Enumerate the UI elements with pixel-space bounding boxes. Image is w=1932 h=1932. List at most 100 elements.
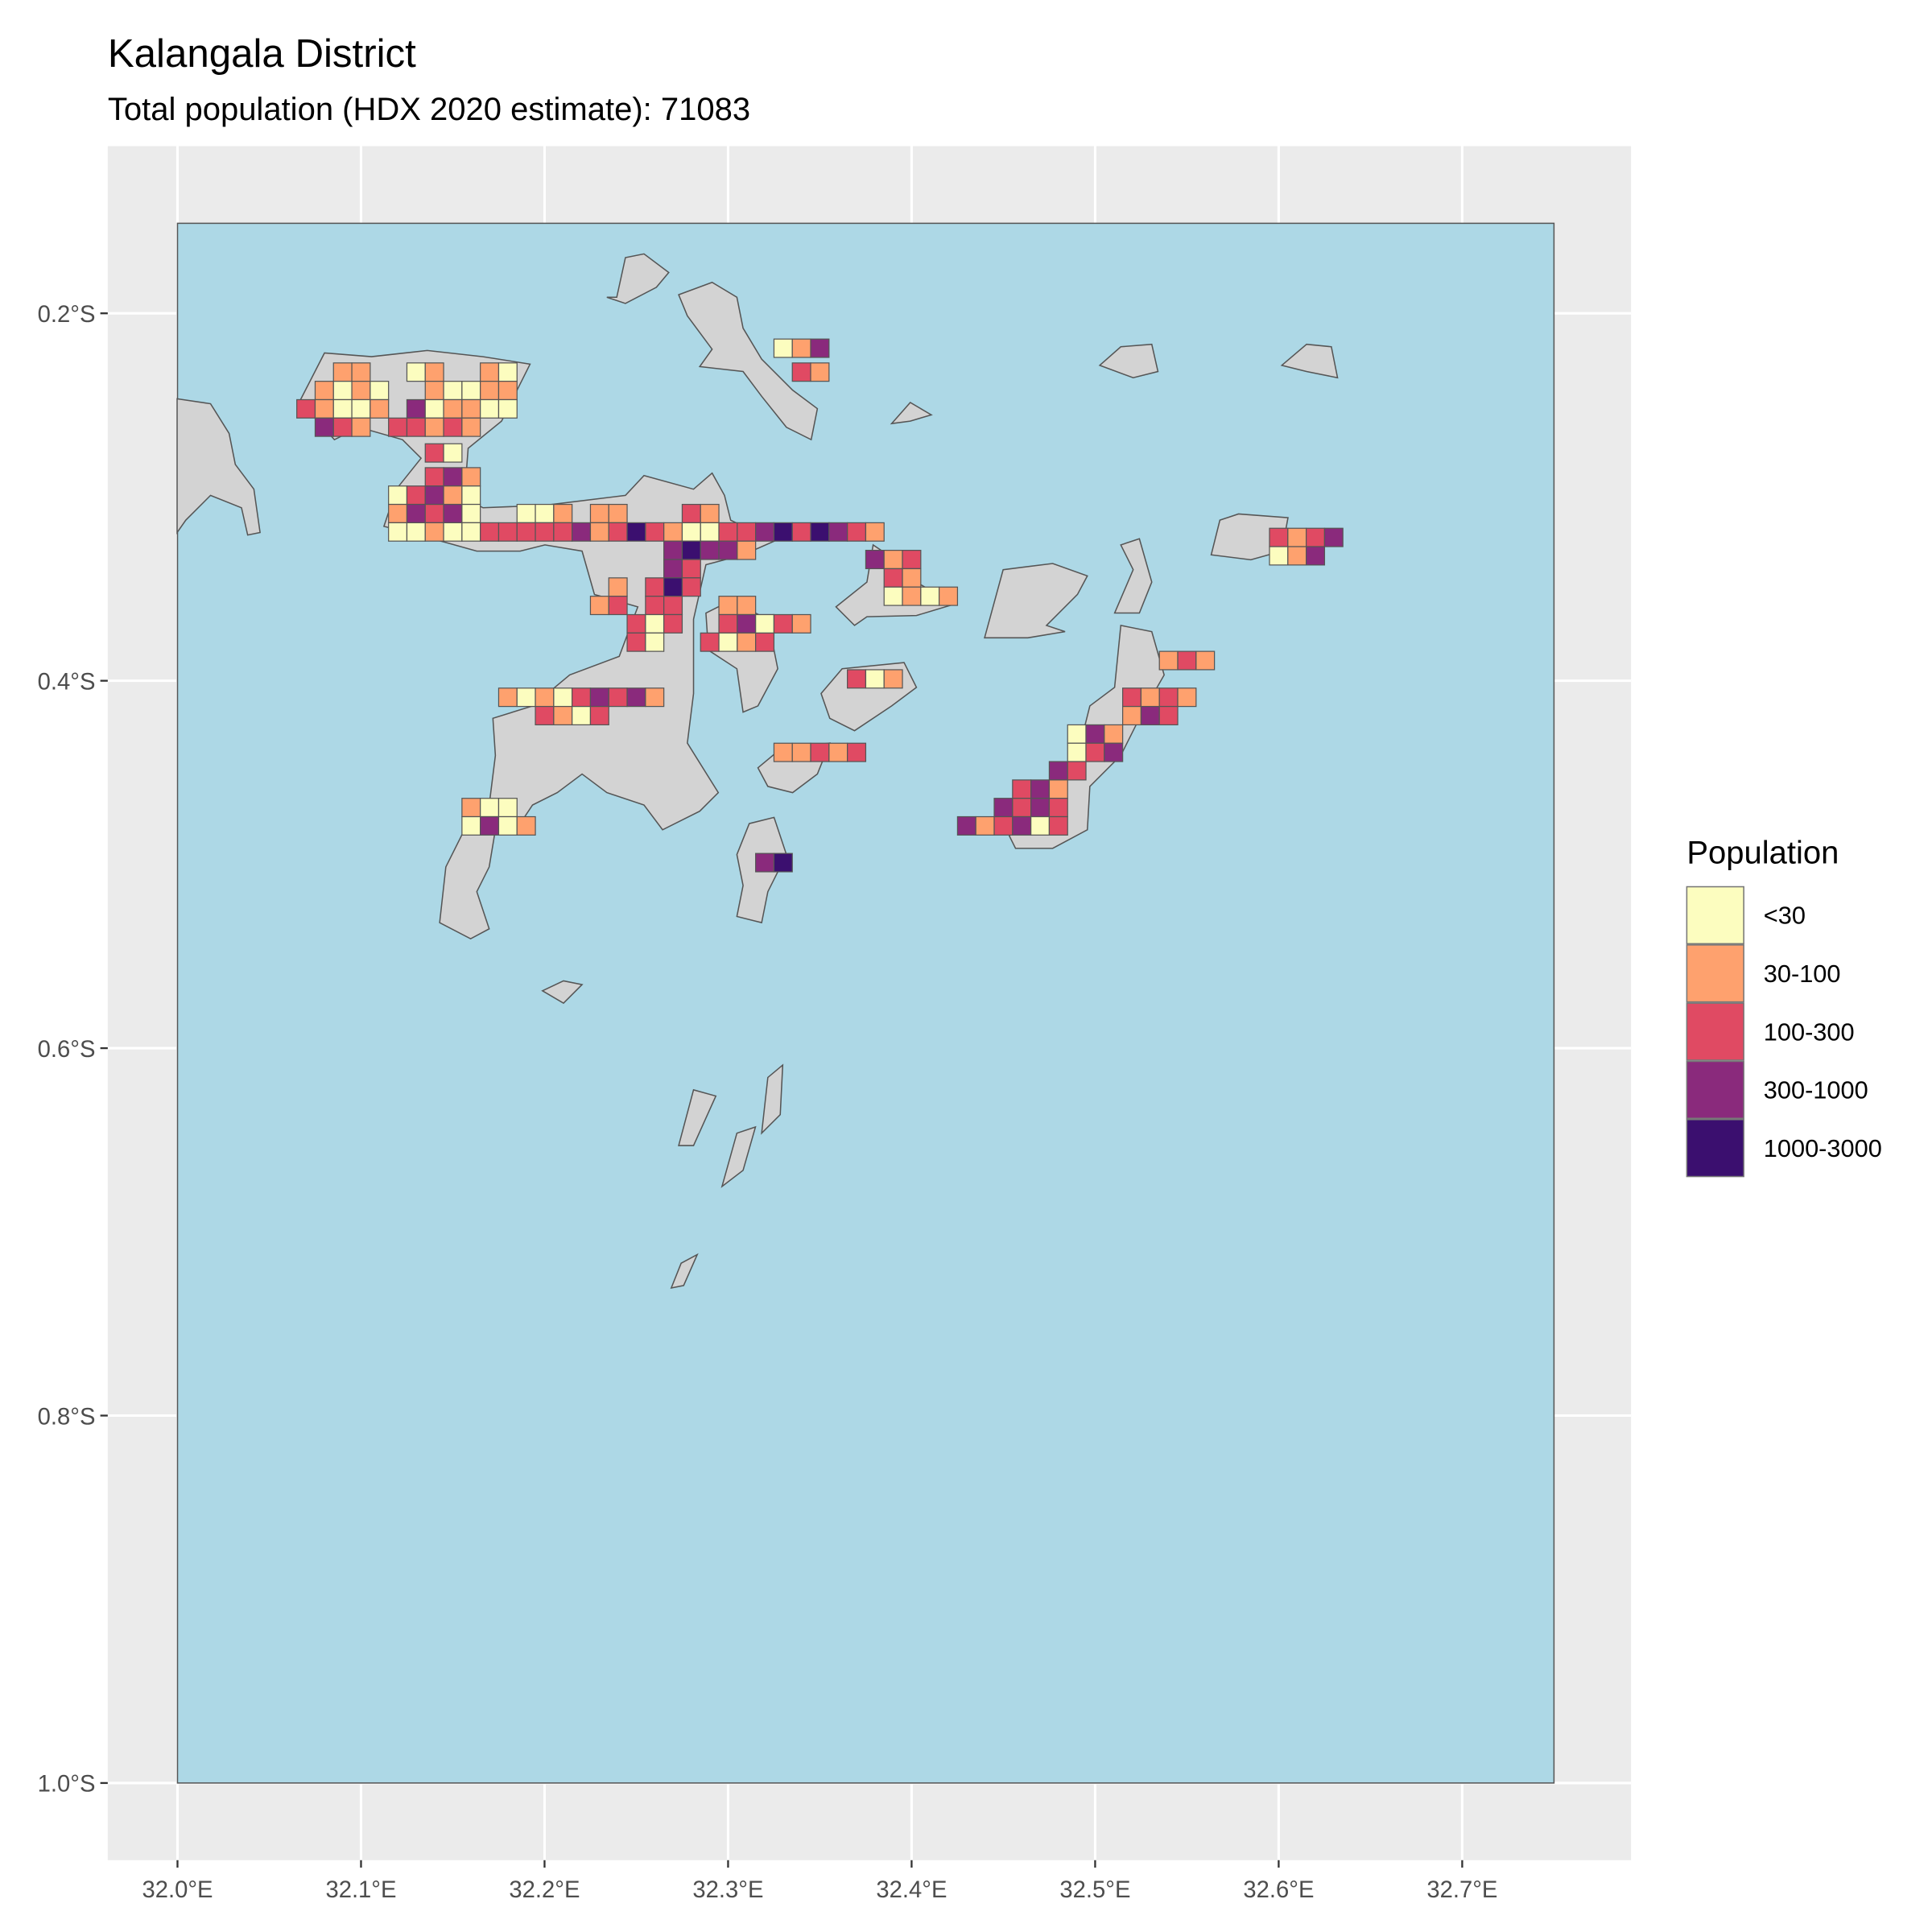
population-cell (865, 522, 885, 542)
island (678, 1088, 717, 1146)
population-cell (1012, 779, 1032, 799)
population-cell (480, 522, 500, 542)
population-cell (865, 550, 885, 570)
x-tick-label: 32.1°E (325, 1877, 396, 1903)
population-cell (773, 852, 793, 873)
population-cell (791, 742, 811, 762)
population-cell (369, 381, 390, 401)
population-cell (1012, 798, 1032, 818)
population-cell (1067, 724, 1087, 744)
population-cell (497, 381, 518, 401)
legend-swatch (1686, 1002, 1744, 1061)
population-cell (443, 503, 463, 523)
population-cell (663, 613, 683, 634)
population-cell (1140, 687, 1160, 708)
population-cell (535, 687, 555, 708)
population-cell (1122, 705, 1142, 726)
population-cell (1269, 527, 1289, 547)
population-cell (1048, 779, 1068, 799)
legend-label: 1000-3000 (1764, 1134, 1882, 1162)
population-cell (332, 362, 353, 382)
population-cell (902, 568, 922, 588)
population-cell (681, 577, 701, 597)
population-cell (681, 522, 701, 542)
population-cell (1269, 546, 1289, 566)
population-cell (645, 613, 665, 634)
legend-swatch (1686, 886, 1744, 945)
population-cell (626, 613, 646, 634)
island (541, 980, 584, 1005)
population-cell (461, 417, 481, 437)
population-cell (755, 613, 775, 634)
population-cell (663, 596, 683, 616)
population-cell (388, 485, 408, 506)
population-cell (553, 503, 573, 523)
population-cell (1104, 724, 1124, 744)
y-tick-label: 0.4°S (38, 669, 96, 695)
population-cell (443, 417, 463, 437)
island (720, 1125, 757, 1188)
population-cell (700, 540, 720, 560)
population-cell (737, 613, 757, 634)
legend-label: 100-300 (1764, 1018, 1855, 1046)
population-cell (497, 798, 518, 818)
population-cell (1048, 815, 1068, 836)
population-cell (920, 586, 940, 606)
population-cell (791, 338, 811, 358)
legend-label: 30-100 (1764, 960, 1841, 988)
island (984, 563, 1088, 639)
population-cell (553, 522, 573, 542)
population-cell (1012, 815, 1032, 836)
population-cell (810, 522, 830, 542)
island (606, 253, 670, 304)
population-cell (424, 398, 444, 419)
population-cell (535, 522, 555, 542)
population-cell (332, 398, 353, 419)
x-tick-label: 32.7°E (1426, 1877, 1497, 1903)
population-cell (663, 577, 683, 597)
population-cell (645, 577, 665, 597)
population-cell (480, 398, 500, 419)
legend-swatch (1686, 944, 1744, 1003)
island (761, 1063, 784, 1135)
island (1098, 343, 1159, 379)
island (176, 398, 261, 536)
population-cell (700, 522, 720, 542)
population-cell (461, 522, 481, 542)
legend-label: 300-1000 (1764, 1076, 1868, 1104)
population-cell (847, 742, 867, 762)
population-cell (406, 485, 426, 506)
population-cell (718, 522, 738, 542)
population-cell (424, 503, 444, 523)
population-cell (1323, 527, 1344, 547)
population-cell (480, 362, 500, 382)
legend-label: <30 (1764, 902, 1806, 930)
population-cell (351, 362, 371, 382)
island (678, 281, 819, 441)
population-cell (461, 815, 481, 836)
population-cell (589, 687, 609, 708)
population-cell (351, 398, 371, 419)
population-cell (737, 522, 757, 542)
population-cell (535, 503, 555, 523)
population-cell (424, 381, 444, 401)
population-cell (626, 632, 646, 652)
population-cell (1085, 742, 1105, 762)
population-cell (755, 852, 775, 873)
population-cell (645, 632, 665, 652)
island (1280, 343, 1339, 379)
island (1113, 538, 1153, 614)
population-cell (535, 705, 555, 726)
population-cell (939, 586, 959, 606)
population-cell (1030, 798, 1051, 818)
population-cell (1305, 527, 1326, 547)
population-cell (1287, 546, 1307, 566)
water (176, 222, 1555, 1784)
population-cell (424, 362, 444, 382)
population-cell (1177, 650, 1197, 671)
population-cell (773, 613, 793, 634)
population-cell (810, 338, 830, 358)
population-cell (424, 522, 444, 542)
population-cell (1140, 705, 1160, 726)
population-cell (883, 669, 903, 689)
